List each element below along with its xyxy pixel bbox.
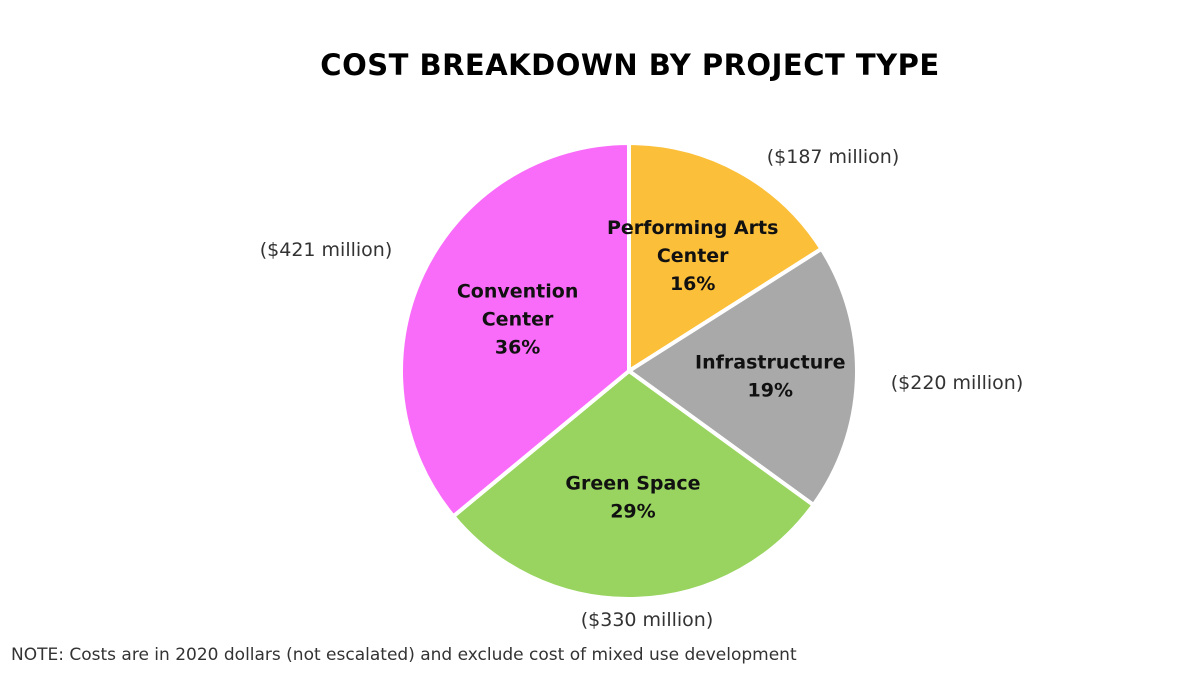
pie-slice-convention-center (399, 141, 631, 519)
pie-slice-performing-arts-center (627, 141, 824, 373)
value-label-green-space: ($330 million) (581, 609, 714, 631)
slice-label-green-space: Green Space 29% (565, 472, 700, 522)
slice-label-performing-arts-center: Performing Arts Center 16% (607, 217, 778, 295)
value-label-infrastructure: ($220 million) (891, 372, 1024, 394)
slice-labels: Performing Arts Center 16% ($187 million) In… (260, 146, 1024, 631)
slice-label-convention-center: Convention Center 36% (457, 281, 579, 359)
chart-note: NOTE: Costs are in 2020 dollars (not esc… (11, 645, 797, 665)
slice-label-infrastructure: Infrastructure 19% (695, 351, 845, 401)
value-label-convention-center: ($421 million) (260, 239, 393, 261)
pie-slices (399, 141, 859, 601)
chart-title: COST BREAKDOWN BY PROJECT TYPE (320, 48, 940, 82)
pie-slice-green-space (451, 369, 816, 601)
value-label-performing-arts-center: ($187 million) (767, 146, 900, 168)
pie-slice-infrastructure (627, 246, 859, 508)
